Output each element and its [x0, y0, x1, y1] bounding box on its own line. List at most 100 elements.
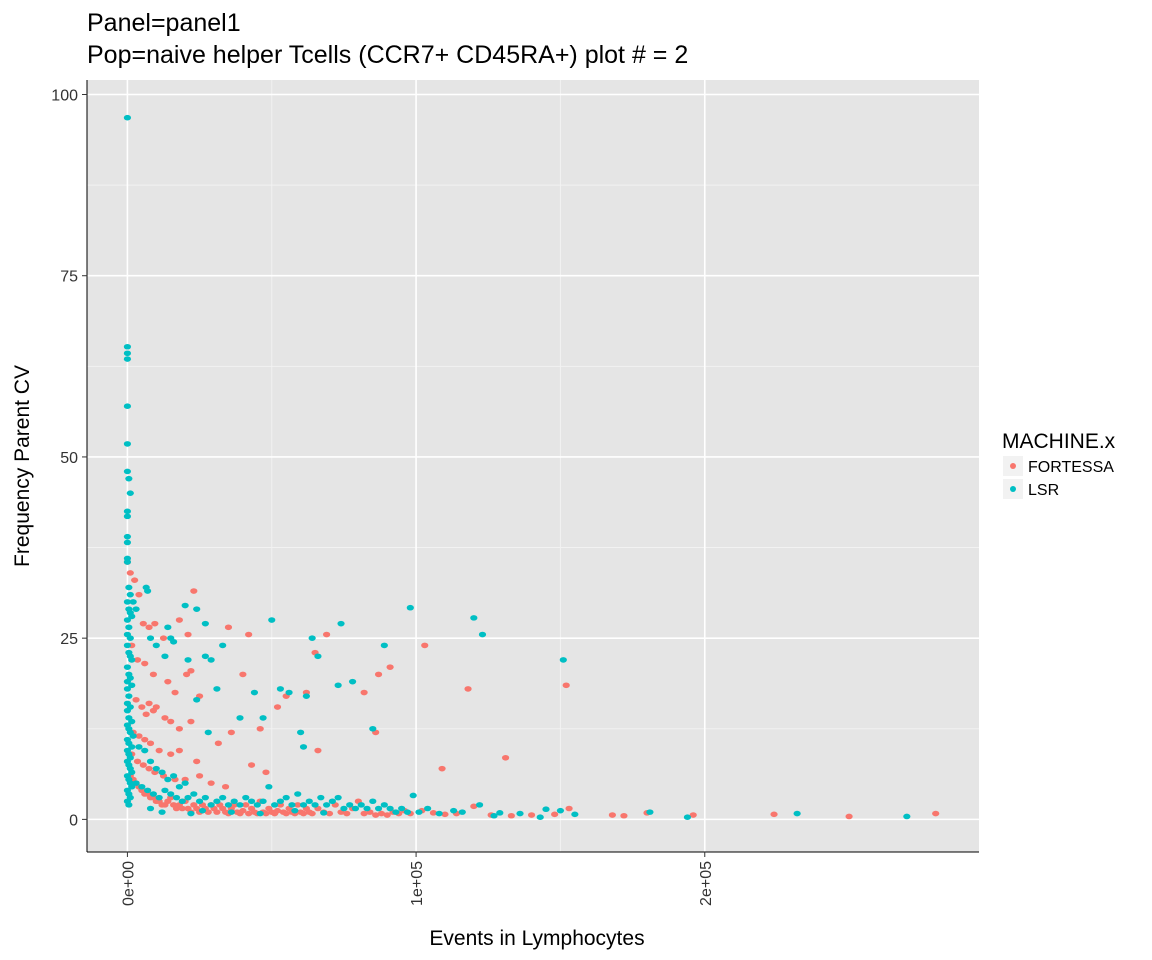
data-point: [380, 642, 388, 649]
data-point: [135, 591, 143, 598]
data-point: [360, 689, 368, 696]
data-point: [126, 635, 134, 641]
data-point: [268, 617, 276, 623]
data-point: [438, 765, 446, 772]
data-point: [181, 602, 189, 609]
data-point: [187, 810, 195, 817]
data-point: [507, 812, 515, 819]
data-point: [132, 780, 140, 786]
chart-title: Panel=panel1: [87, 9, 241, 37]
data-point: [247, 762, 256, 768]
data-point: [123, 441, 132, 447]
data-point: [144, 787, 152, 794]
data-point: [139, 762, 147, 768]
data-point: [155, 747, 163, 754]
data-point: [145, 624, 153, 631]
data-point: [542, 806, 550, 813]
data-point: [245, 631, 253, 638]
data-point: [406, 604, 414, 611]
data-point: [178, 805, 186, 812]
data-point: [125, 624, 133, 631]
data-point: [253, 802, 261, 808]
data-point: [204, 729, 212, 736]
data-point: [458, 809, 466, 815]
data-point: [386, 664, 394, 670]
data-point: [470, 615, 478, 621]
data-point: [207, 802, 215, 808]
data-point: [190, 588, 198, 594]
data-point: [132, 606, 140, 612]
y-tick-label: 0: [69, 812, 78, 829]
data-point: [340, 805, 348, 812]
data-point: [207, 657, 215, 663]
data-point: [170, 773, 178, 779]
legend: MACHINE.x FORTESSA LSR: [1002, 430, 1116, 499]
data-point: [164, 624, 172, 631]
data-point: [770, 811, 778, 818]
data-point: [123, 533, 132, 540]
data-point: [392, 809, 400, 815]
y-tick-label: 100: [51, 87, 78, 104]
data-point: [490, 812, 498, 819]
data-point: [475, 802, 484, 808]
data-point: [501, 754, 510, 761]
data-point: [380, 802, 388, 808]
data-point: [236, 802, 244, 808]
data-point: [190, 791, 198, 797]
data-point: [424, 805, 432, 812]
data-point: [334, 794, 342, 801]
data-point: [152, 704, 160, 710]
data-point: [271, 802, 279, 808]
data-point: [167, 635, 175, 641]
data-point: [135, 744, 143, 750]
data-point: [146, 740, 155, 747]
data-point: [175, 783, 183, 790]
data-point: [184, 657, 192, 663]
data-point: [403, 809, 412, 815]
data-point: [429, 810, 438, 816]
data-point: [123, 356, 132, 362]
data-point: [932, 810, 940, 817]
data-point: [845, 813, 853, 820]
data-point: [262, 769, 270, 776]
data-point: [146, 805, 155, 812]
y-tick-label: 75: [60, 269, 78, 286]
data-point: [386, 805, 394, 812]
data-point: [126, 570, 134, 576]
y-tick-label: 50: [60, 450, 78, 467]
data-point: [187, 667, 195, 674]
data-point: [164, 678, 172, 685]
data-point: [128, 783, 136, 790]
data-point: [282, 810, 290, 817]
data-point: [273, 807, 282, 814]
data-point: [227, 809, 235, 815]
data-point: [193, 606, 201, 612]
data-point: [193, 758, 201, 765]
x-tick-label: 1e+05: [409, 861, 426, 906]
data-point: [123, 508, 132, 515]
data-point: [276, 686, 285, 692]
data-point: [213, 809, 221, 815]
data-point: [204, 809, 212, 815]
data-point: [195, 798, 204, 805]
data-point: [302, 693, 310, 699]
data-point: [184, 794, 192, 801]
data-point: [239, 671, 247, 678]
data-point: [317, 794, 325, 801]
data-point: [123, 599, 132, 605]
data-point: [299, 744, 308, 750]
data-point: [256, 725, 264, 732]
data-point: [291, 807, 299, 814]
data-point: [201, 653, 209, 660]
data-point: [128, 613, 136, 620]
data-point: [299, 802, 308, 808]
data-point: [149, 671, 157, 678]
data-point: [161, 715, 169, 721]
y-axis-ticks: 0 25 50 75 100: [51, 87, 87, 829]
data-point: [123, 539, 132, 546]
data-point: [556, 807, 565, 814]
data-point: [125, 584, 133, 591]
data-point: [123, 114, 132, 121]
data-point: [152, 765, 160, 772]
data-point: [242, 802, 250, 808]
